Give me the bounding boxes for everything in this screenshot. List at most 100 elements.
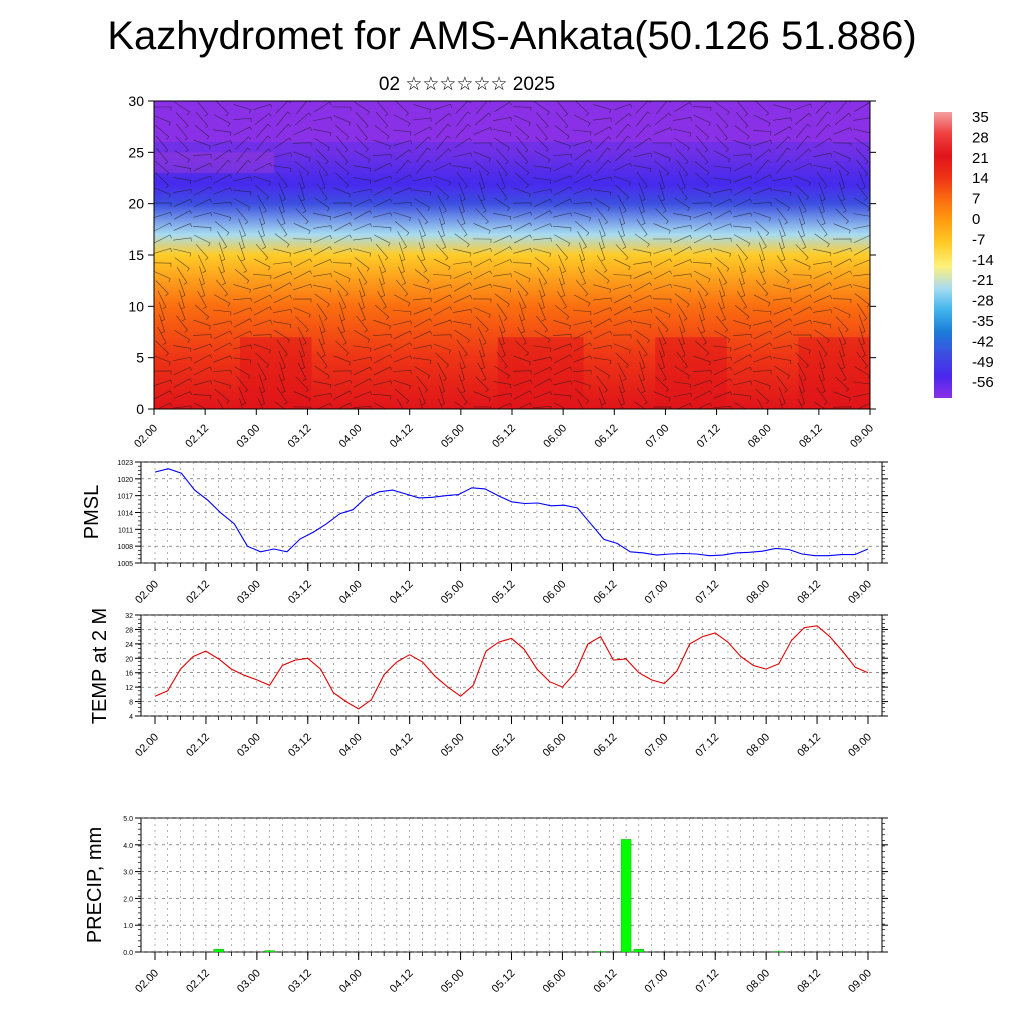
wind-barb <box>313 246 332 256</box>
wind-barb <box>573 330 592 340</box>
wind-barb <box>513 187 531 198</box>
wind-barb <box>335 124 350 140</box>
wind-barb <box>779 398 783 409</box>
colorbar-label: -28 <box>972 293 994 310</box>
wind-barb <box>633 152 652 158</box>
wind-barb <box>713 210 732 220</box>
wind-barb <box>512 262 532 268</box>
wind-barb <box>856 159 869 177</box>
wind-barb <box>419 398 423 409</box>
wind-barb <box>593 104 612 113</box>
wind-barb <box>833 127 852 135</box>
wind-barb <box>679 326 685 345</box>
wind-barb <box>674 365 691 379</box>
wind-barb <box>375 243 389 261</box>
wind-barb <box>515 124 530 140</box>
wind-barb <box>333 270 351 283</box>
wind-barb <box>293 307 311 318</box>
wind-barb <box>639 194 645 213</box>
cross-section-x-axis: 02.00 02.12 03.00 03.12 04.00 04.12 05.00 05.12… <box>132 409 876 450</box>
x-tick-label: 06.00 <box>541 967 569 995</box>
wind-barb <box>416 375 428 393</box>
wind-barb <box>313 381 332 389</box>
x-tick-label: 08.00 <box>746 422 774 450</box>
wind-barb <box>213 369 232 374</box>
wind-barb <box>617 230 627 249</box>
wind-barb <box>799 206 806 225</box>
wind-barb <box>432 274 452 280</box>
wind-barb <box>439 218 445 237</box>
wind-barb <box>394 388 410 404</box>
wind-barb <box>513 390 532 400</box>
wind-barb <box>418 386 426 405</box>
wind-barb <box>738 278 746 297</box>
wind-barb <box>156 147 169 165</box>
colorbar-label: 0 <box>972 211 980 228</box>
wind-barb <box>494 293 510 308</box>
x-tick-label: 07.00 <box>642 731 670 759</box>
wind-barb <box>595 159 611 174</box>
wind-barb <box>179 290 185 309</box>
wind-barb <box>753 320 772 326</box>
wind-barb <box>713 198 732 208</box>
wind-barb <box>596 375 608 393</box>
wind-barb <box>656 101 671 115</box>
wind-barb <box>353 366 372 376</box>
wind-barb <box>295 376 309 393</box>
wind-barb <box>533 188 552 194</box>
wind-barb <box>813 164 832 173</box>
precip-panel: 0.0 1.0 2.0 3.0 4.0 5.0 02.00 02.12 03.00 03.12 04… <box>84 816 888 995</box>
wind-barb <box>693 187 711 198</box>
wind-barb <box>414 198 431 211</box>
wind-barb <box>293 248 312 254</box>
wind-barb <box>813 320 832 329</box>
wind-barb <box>773 307 792 315</box>
wind-barb <box>494 101 512 113</box>
x-tick-label: 05.12 <box>490 967 518 995</box>
wind-barb <box>638 182 646 201</box>
wind-barb <box>333 248 352 254</box>
wind-barb <box>853 273 870 277</box>
wind-barb <box>739 266 745 285</box>
wind-barb <box>319 326 325 345</box>
wind-barb <box>278 374 286 393</box>
wind-barb <box>714 101 730 116</box>
wind-barb <box>274 137 292 149</box>
wind-barb <box>818 206 826 225</box>
wind-barb <box>733 343 752 351</box>
wind-barb <box>273 321 292 329</box>
wind-barb <box>533 223 552 231</box>
wind-barb <box>415 136 432 150</box>
wind-barb <box>753 139 772 147</box>
wind-barb <box>238 242 246 261</box>
wind-barb <box>237 255 248 273</box>
wind-barb <box>373 366 392 376</box>
wind-barb <box>593 297 612 302</box>
wind-barb <box>653 151 671 162</box>
wind-barb <box>318 170 326 189</box>
wind-barb <box>839 350 846 369</box>
wind-barb <box>832 298 852 303</box>
wind-barb <box>813 270 832 279</box>
wind-barb <box>713 345 732 352</box>
wind-barb <box>717 267 728 285</box>
wind-barb <box>593 126 612 136</box>
wind-barb <box>395 159 411 174</box>
wind-barb <box>154 262 172 267</box>
x-tick-label: 05.00 <box>439 967 467 995</box>
wind-barb <box>474 161 490 176</box>
wind-barb <box>354 257 370 272</box>
wind-barb <box>199 266 205 285</box>
wind-barb <box>553 366 572 376</box>
wind-barb <box>498 338 506 357</box>
wind-barb <box>676 303 688 321</box>
wind-barb <box>659 182 665 201</box>
wind-barb <box>816 219 828 237</box>
wind-barb <box>653 258 672 268</box>
wind-barb <box>493 213 512 221</box>
wind-barb <box>292 406 312 409</box>
wind-barb <box>837 194 847 213</box>
wind-barb <box>554 125 570 140</box>
wind-barb <box>633 165 652 173</box>
wind-barb <box>335 172 349 189</box>
